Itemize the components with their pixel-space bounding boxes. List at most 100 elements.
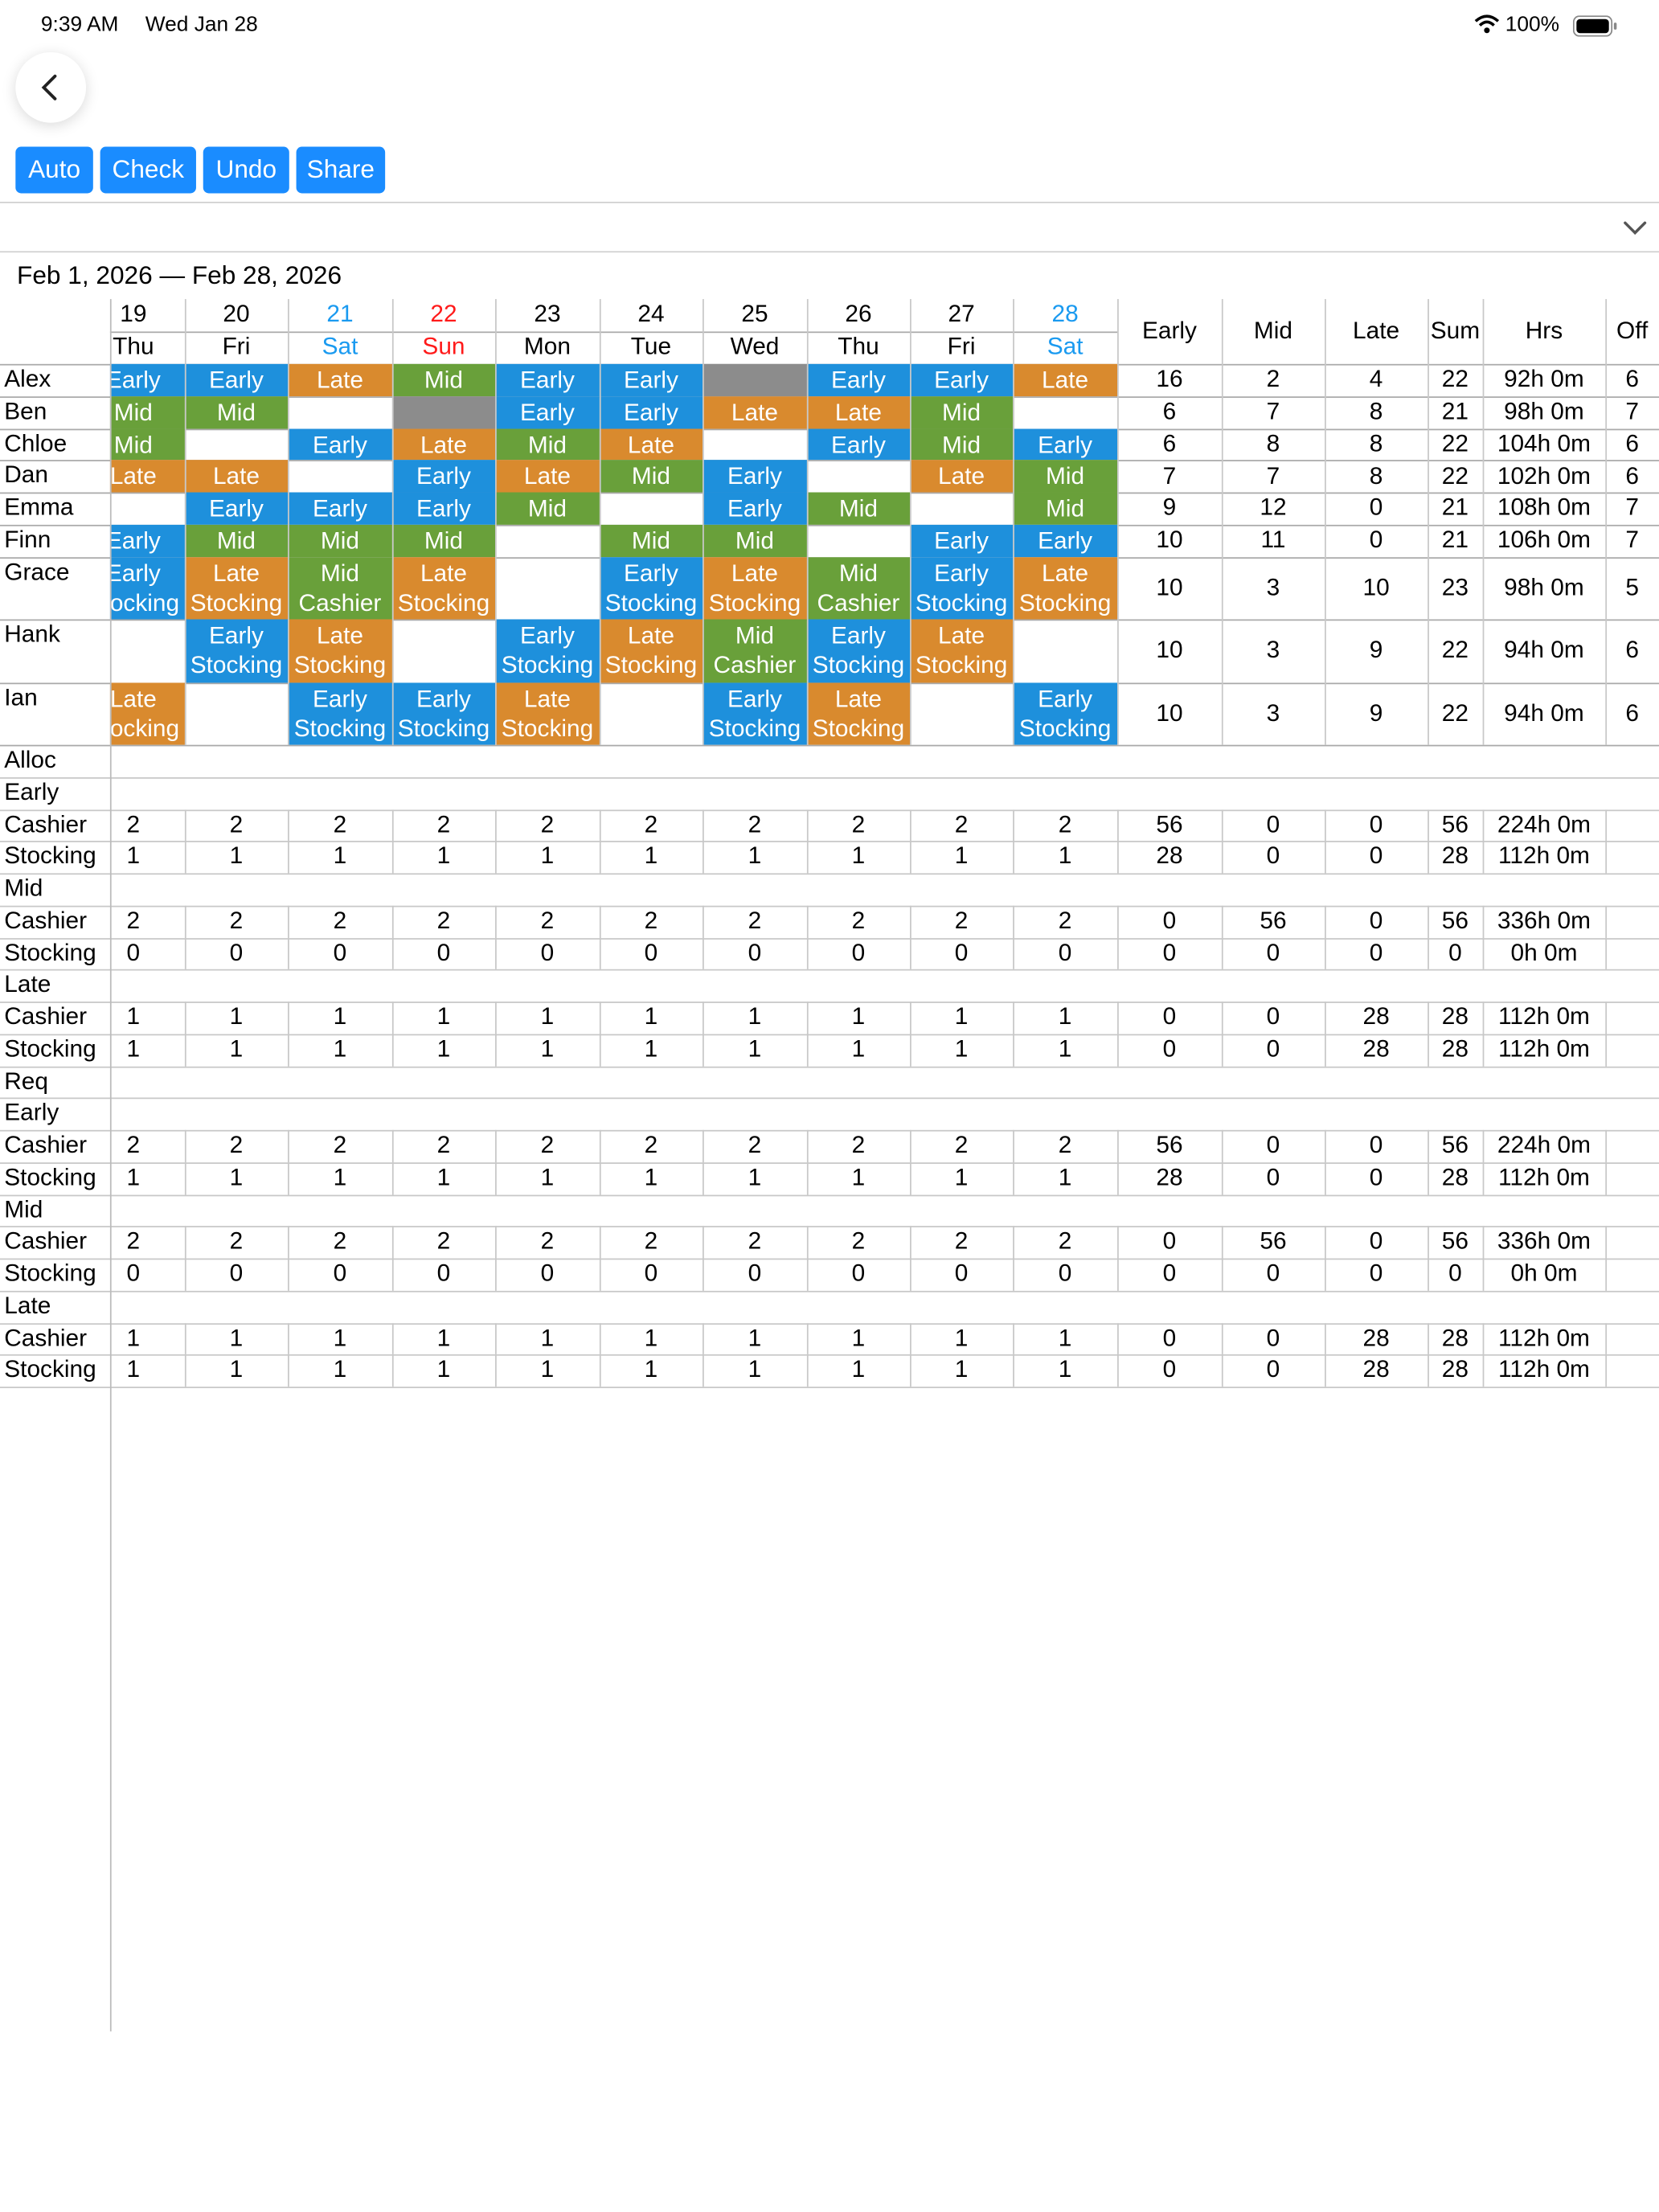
shift-cell[interactable]: Mid [495,428,600,461]
shift-cell[interactable]: Mid [1013,492,1118,525]
shift-cell[interactable]: Late [703,395,807,428]
chevron-down-icon[interactable] [1622,217,1648,243]
shift-cell[interactable]: Late [184,460,289,493]
shift-cell[interactable]: Mid [391,363,496,396]
shift-cell[interactable]: Early [184,363,289,396]
shift-cell[interactable]: Early [910,363,1014,396]
shift-cell[interactable]: Mid [599,460,703,493]
shift-cell[interactable]: Mid [703,524,807,557]
shift-cell[interactable]: Late [1013,363,1118,396]
shift-cell[interactable]: Early [391,460,496,493]
shift-cell[interactable]: Mid [806,492,911,525]
count-stat: 0h 0m [1510,1260,1578,1287]
shift-cell[interactable]: Early [703,492,807,525]
shift-cell[interactable]: Late [109,460,185,493]
shift-cell[interactable]: Mid Cashier [806,556,911,620]
shift-cell[interactable] [110,493,185,525]
shift-cell[interactable]: Early [288,492,392,525]
auto-button[interactable]: Auto [15,146,93,194]
shift-cell[interactable]: Mid [184,395,289,428]
shift-cell[interactable] [1013,396,1117,428]
shift-cell[interactable]: Early [288,428,392,461]
shift-cell[interactable]: Mid [391,524,496,557]
shift-cell[interactable] [185,428,288,461]
shift-cell[interactable]: Mid Cashier [288,556,392,620]
shift-cell[interactable] [600,682,703,745]
shift-label: Mid [527,431,567,458]
shift-cell[interactable]: Early [806,428,911,461]
shift-cell[interactable]: Mid [109,428,185,461]
shift-cell[interactable] [703,428,807,461]
shift-cell[interactable]: Late [391,428,496,461]
shift-cell[interactable]: Mid [1013,460,1118,493]
shift-cell[interactable]: Early [599,395,703,428]
shift-cell[interactable]: Early [495,363,600,396]
shift-cell[interactable] [807,461,910,493]
shift-cell[interactable] [600,493,703,525]
undo-button[interactable]: Undo [203,146,289,194]
shift-cell[interactable]: Late [288,363,392,396]
shift-cell[interactable]: Mid [109,395,185,428]
shift-cell[interactable]: Early [910,524,1014,557]
shift-cell[interactable]: Early [391,492,496,525]
shift-cell[interactable]: Mid [184,524,289,557]
shift-cell[interactable] [288,461,392,493]
shift-cell[interactable] [495,524,600,556]
shift-cell[interactable] [110,619,185,682]
back-button[interactable] [15,51,87,123]
role-label: Stocking [604,651,698,679]
shift-cell[interactable]: Mid [599,524,703,557]
shift-cell[interactable] [288,396,392,428]
shift-cell[interactable]: Early [495,395,600,428]
shift-cell[interactable] [807,524,910,556]
shift-cell[interactable] [392,619,495,682]
shift-cell[interactable]: Early [184,492,289,525]
shift-cell[interactable]: Mid Cashier [703,619,807,682]
shift-cell[interactable]: Late [495,460,600,493]
shift-cell[interactable]: Mid [910,428,1014,461]
shift-cell[interactable]: Mid [495,492,600,525]
shift-cell[interactable] [1013,619,1117,682]
shift-cell[interactable]: Early [109,363,185,396]
shift-cell[interactable]: Early [109,524,185,557]
check-button[interactable]: Check [100,146,196,194]
shift-cell[interactable]: Early [703,460,807,493]
shift-cell[interactable] [703,363,807,396]
shift-cell[interactable]: Late [910,460,1014,493]
shift-cell[interactable]: Mid [288,524,392,557]
shift-cell[interactable]: Early [599,363,703,396]
shift-cell[interactable] [185,682,288,745]
shift-cell[interactable] [391,395,496,428]
share-button[interactable]: Share [296,146,386,194]
shift-cell[interactable]: Early [1013,524,1118,557]
shift-cell[interactable]: Late [806,395,911,428]
shift-cell[interactable] [910,493,1013,525]
day-number: 24 [637,300,665,328]
shift-cell[interactable] [495,556,600,619]
shift-cell[interactable]: Early [1013,428,1118,461]
shift-cell[interactable]: Mid [910,395,1014,428]
shift-cell[interactable]: Late [599,428,703,461]
shift-cell[interactable] [910,682,1013,745]
shift-cell[interactable]: Early [806,363,911,396]
